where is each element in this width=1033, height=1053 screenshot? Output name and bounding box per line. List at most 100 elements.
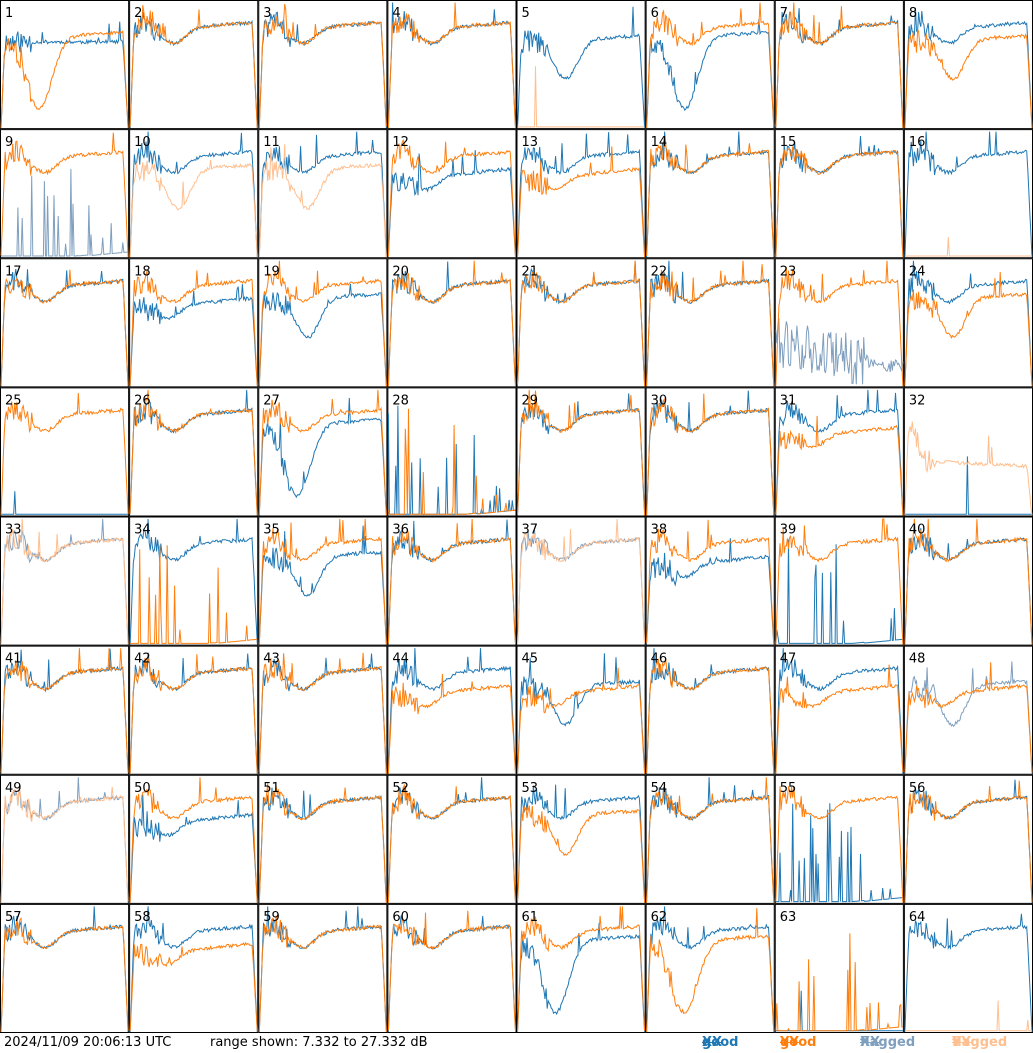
panel-label: 47 <box>780 652 797 667</box>
panel-label: 58 <box>134 910 151 925</box>
panel-12: 12 <box>388 130 516 258</box>
panel-27: 27 <box>259 388 387 516</box>
panel-54: 54 <box>646 775 774 903</box>
panel-label: 24 <box>909 264 926 279</box>
panel-14: 14 <box>646 130 774 258</box>
panel-17: 17 <box>1 259 129 387</box>
panel-label: 48 <box>909 652 926 667</box>
panel-label: 19 <box>263 264 280 279</box>
panel-25: 25 <box>1 388 129 516</box>
panel-2: 2 <box>130 1 258 129</box>
panel-label: 21 <box>522 264 539 279</box>
panel-53: 53 <box>517 775 645 903</box>
panel-19: 19 <box>259 259 387 387</box>
panel-62: 62 <box>646 904 774 1032</box>
panel-label: 1 <box>5 6 13 21</box>
panel-label: 45 <box>522 652 539 667</box>
panel-label: 37 <box>522 523 539 538</box>
panel-label: 2 <box>134 6 142 21</box>
panel-20: 20 <box>388 259 516 387</box>
panel-frame <box>130 1 258 129</box>
panel-label: 40 <box>909 523 926 538</box>
panel-label: 25 <box>5 393 22 408</box>
panel-13: 13 <box>517 130 645 258</box>
panel-59: 59 <box>259 904 387 1032</box>
panel-8: 8 <box>904 1 1032 129</box>
panel-18: 18 <box>130 259 258 387</box>
panel-label: 51 <box>263 781 280 796</box>
footer-bar: 2024/11/09 20:06:13 UTC range shown: 7.3… <box>0 1033 1033 1053</box>
panel-label: 20 <box>392 264 409 279</box>
panel-58: 58 <box>130 904 258 1032</box>
panel-61: 61 <box>517 904 645 1032</box>
panel-30: 30 <box>646 388 774 516</box>
panel-label: 15 <box>780 135 797 150</box>
panel-29: 29 <box>517 388 645 516</box>
panel-label: 56 <box>909 781 926 796</box>
panel-56: 56 <box>904 775 1032 903</box>
panel-label: 3 <box>263 6 271 21</box>
panel-label: 31 <box>780 393 797 408</box>
panel-label: 52 <box>392 781 409 796</box>
panel-label: 63 <box>780 910 797 925</box>
panel-16: 16 <box>904 130 1032 258</box>
panel-label: 32 <box>909 393 926 408</box>
panel-63: 63 <box>775 904 903 1032</box>
panel-43: 43 <box>259 646 387 774</box>
panel-label: 17 <box>5 264 22 279</box>
panel-label: 55 <box>780 781 797 796</box>
panel-31: 31 <box>775 388 903 516</box>
panel-22: 22 <box>646 259 774 387</box>
panel-label: 4 <box>392 6 400 21</box>
panel-1: 1 <box>1 1 129 129</box>
panel-label: 12 <box>392 135 409 150</box>
panel-33: 33 <box>1 517 129 645</box>
panel-frame <box>1 1 129 129</box>
panel-label: 64 <box>909 910 926 925</box>
panel-35: 35 <box>259 517 387 645</box>
panel-60: 60 <box>388 904 516 1032</box>
panel-55: 55 <box>775 775 903 903</box>
panel-5: 5 <box>517 1 645 129</box>
panel-64: 64 <box>904 904 1032 1032</box>
range-label: range shown: 7.332 to 27.332 dB <box>210 1033 428 1053</box>
panel-28: 28 <box>388 388 516 516</box>
panel-32: 32 <box>904 388 1032 516</box>
panel-9: 9 <box>1 130 129 258</box>
panel-6: 6 <box>646 1 774 129</box>
panel-label: 62 <box>651 910 668 925</box>
panel-label: 41 <box>5 652 22 667</box>
panel-label: 11 <box>263 135 280 150</box>
panel-label: 35 <box>263 523 280 538</box>
panel-label: 5 <box>522 6 530 21</box>
panel-23: 23 <box>775 259 903 387</box>
panel-label: 26 <box>134 393 151 408</box>
panel-57: 57 <box>1 904 129 1032</box>
panel-49: 49 <box>1 775 129 903</box>
panel-label: 49 <box>5 781 22 796</box>
panel-label: 6 <box>651 6 659 21</box>
panel-44: 44 <box>388 646 516 774</box>
panel-label: 7 <box>780 6 788 21</box>
panel-3: 3 <box>259 1 387 129</box>
panel-45: 45 <box>517 646 645 774</box>
panel-41: 41 <box>1 646 129 774</box>
panel-label: 42 <box>134 652 151 667</box>
legend-flagged-yy-pol: YY <box>952 1033 971 1053</box>
panel-label: 54 <box>651 781 668 796</box>
panel-label: 29 <box>522 393 539 408</box>
legend-flagged-xx-pol: XX <box>860 1033 880 1053</box>
panel-52: 52 <box>388 775 516 903</box>
panel-label: 13 <box>522 135 539 150</box>
panel-34: 34 <box>130 517 258 645</box>
timestamp-label: 2024/11/09 20:06:13 UTC <box>4 1033 171 1053</box>
panel-frame <box>904 1 1032 129</box>
panel-label: 18 <box>134 264 151 279</box>
panel-label: 39 <box>780 523 797 538</box>
panel-51: 51 <box>259 775 387 903</box>
panel-label: 43 <box>263 652 280 667</box>
panel-4: 4 <box>388 1 516 129</box>
panel-46: 46 <box>646 646 774 774</box>
